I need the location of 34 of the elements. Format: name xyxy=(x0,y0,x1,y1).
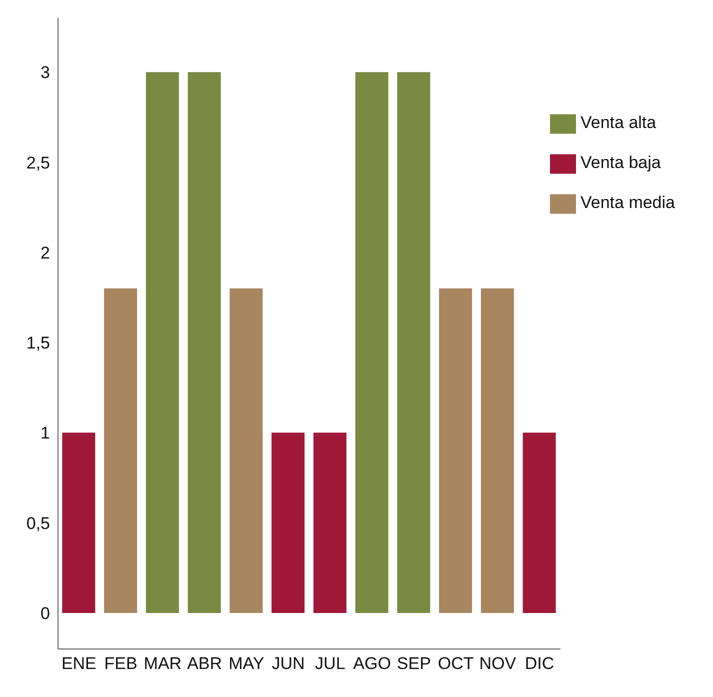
x-tick-label: AGO xyxy=(353,654,391,674)
bar xyxy=(272,432,305,613)
bar xyxy=(146,72,179,613)
bar xyxy=(62,432,96,613)
y-tick-label: 1 xyxy=(40,424,50,443)
x-tick-label: MAY xyxy=(228,654,264,674)
x-tick-label: JUN xyxy=(272,654,305,674)
bar xyxy=(355,72,388,613)
x-tick-label: NOV xyxy=(479,654,517,674)
x-tick-label: FEB xyxy=(104,654,138,674)
y-tick-label: 0 xyxy=(40,604,50,623)
x-tick-label: OCT xyxy=(438,654,474,674)
legend-label: Venta media xyxy=(580,193,675,212)
x-tick-label: DIC xyxy=(524,654,554,674)
x-tick-label: SEP xyxy=(396,654,431,674)
x-tick-label: MAR xyxy=(144,654,182,674)
y-tick-label: 2,5 xyxy=(26,153,50,172)
y-tick-label: 1,5 xyxy=(26,334,50,353)
bar xyxy=(313,432,346,613)
legend-label: Venta alta xyxy=(580,113,656,132)
y-tick-label: 0,5 xyxy=(26,514,50,533)
bar xyxy=(188,72,221,613)
legend-label: Venta baja xyxy=(580,153,661,172)
x-tick-label: JUL xyxy=(315,654,346,674)
bar xyxy=(522,432,556,613)
bar xyxy=(480,288,514,613)
bar xyxy=(439,288,472,613)
bar xyxy=(230,288,263,613)
x-tick-label: ABR xyxy=(187,654,222,674)
y-tick-label: 3 xyxy=(40,63,50,82)
bar xyxy=(397,72,430,613)
bar xyxy=(104,288,138,613)
y-tick-label: 2 xyxy=(40,243,50,262)
x-tick-label: ENE xyxy=(61,654,96,674)
